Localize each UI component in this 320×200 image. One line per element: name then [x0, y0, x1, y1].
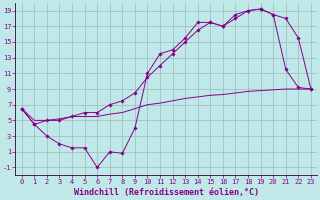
X-axis label: Windchill (Refroidissement éolien,°C): Windchill (Refroidissement éolien,°C) — [74, 188, 259, 197]
